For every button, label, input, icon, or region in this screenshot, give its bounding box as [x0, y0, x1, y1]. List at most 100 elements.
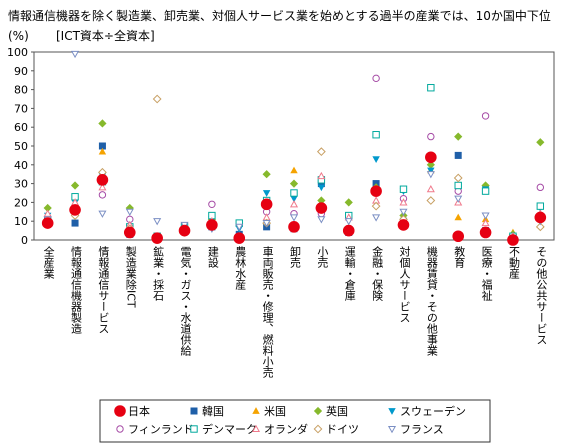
data-point-10	[454, 195, 463, 203]
data-point-3	[454, 213, 462, 221]
data-point-10	[481, 212, 490, 220]
data-point-8	[317, 171, 326, 180]
data-point-10	[399, 208, 408, 217]
data-point-1	[315, 202, 328, 214]
data-point-1	[206, 219, 218, 231]
legend-marker	[114, 405, 126, 417]
data-point-1	[288, 221, 300, 233]
data-point-1	[151, 232, 163, 244]
y-axis: 0 10 20 30 40 50 60 70 80 90 100	[7, 46, 34, 247]
x-category-label: 教育	[453, 246, 466, 269]
data-point-1	[123, 226, 136, 239]
data-point-8	[98, 183, 107, 191]
data-point-2	[454, 151, 462, 159]
data-point-8	[399, 198, 408, 206]
data-point-7	[481, 187, 490, 195]
data-point-10	[262, 220, 271, 228]
data-point-4	[262, 170, 271, 179]
legend-marker	[387, 425, 397, 434]
data-point-10	[317, 216, 326, 224]
legend-marker	[251, 424, 261, 433]
data-point-10	[235, 223, 244, 232]
data-point-1	[534, 211, 547, 224]
data-point-7	[536, 202, 545, 210]
data-point-4	[98, 119, 107, 128]
x-category-label: 建設	[206, 245, 219, 268]
data-point-1	[397, 219, 410, 231]
data-point-1	[96, 174, 109, 186]
y-tick-label: 50	[14, 140, 28, 153]
data-point-6	[481, 112, 490, 120]
legend-label: 米国	[264, 405, 286, 418]
data-point-10	[426, 171, 435, 179]
data-point-4	[70, 181, 80, 190]
x-category-label: 小売	[316, 246, 329, 269]
data-point-7	[290, 189, 298, 197]
legend-marker	[252, 407, 260, 414]
legend-marker	[388, 408, 396, 415]
y-tick-label: 0	[21, 234, 28, 247]
data-point-1	[425, 151, 437, 164]
data-points	[41, 50, 547, 246]
x-category-label: 対個人サービス	[398, 245, 411, 323]
data-point-3	[290, 166, 298, 174]
legend-label: 英国	[326, 404, 348, 418]
y-tick-label: 90	[14, 65, 28, 78]
data-point-8	[289, 200, 299, 208]
data-point-4	[536, 138, 545, 147]
x-category-label: 機器賃貸・その他事業	[425, 245, 438, 356]
y-tick-label: 70	[14, 102, 28, 115]
legend-label: 日本	[128, 404, 150, 418]
data-point-1	[452, 230, 465, 243]
data-point-4	[454, 132, 463, 141]
data-point-9	[371, 201, 381, 211]
y-unit-label: (%)	[8, 29, 29, 43]
x-category-label: 鉱業・採石	[152, 245, 165, 301]
data-point-2	[71, 219, 79, 227]
x-axis-labels: 全産業 情報通信機器製造 情報通信サービス 製造業除ICT 鉱業・採石 電気・ガス・水道供…	[42, 245, 548, 379]
legend-label: 韓国	[202, 405, 224, 418]
data-point-5	[317, 184, 326, 192]
x-category-label: 電気・ガス・水道供給	[179, 246, 192, 357]
y-tick-label: 10	[14, 215, 28, 228]
data-point-10	[71, 50, 80, 59]
data-point-7	[427, 84, 435, 92]
y-tick-label: 100	[7, 46, 28, 59]
data-point-5	[372, 156, 380, 163]
data-point-9	[535, 222, 545, 232]
data-point-9	[316, 147, 326, 157]
data-point-8	[481, 218, 490, 227]
x-category-label: 情報通信機器製造	[70, 246, 83, 334]
data-point-10	[344, 218, 353, 226]
data-point-9	[426, 196, 436, 205]
y-tick-label: 80	[14, 84, 28, 97]
data-point-1	[178, 224, 191, 237]
data-point-5	[262, 190, 271, 197]
chart-header: 情報通信機器を除く製造業、卸売業、対個人サービス業を始めとする過半の産業では、1…	[8, 8, 551, 23]
data-point-1	[342, 224, 355, 237]
x-category-label: 農林水産	[234, 245, 247, 291]
data-point-4	[289, 179, 299, 188]
data-point-8	[426, 185, 435, 193]
data-point-7	[399, 185, 408, 193]
data-point-10	[98, 210, 107, 218]
data-point-10	[289, 214, 299, 222]
data-point-4	[344, 198, 353, 207]
data-point-10	[372, 214, 381, 222]
y-tick-label: 40	[14, 159, 28, 172]
data-point-1	[69, 204, 81, 216]
ratio-label: [ICT資本÷全資本]	[56, 28, 155, 43]
data-point-6	[372, 74, 380, 83]
x-category-label: 運輸・倉庫	[343, 246, 356, 302]
x-category-label: 不動産	[507, 246, 520, 280]
data-point-10	[125, 208, 134, 217]
data-point-1	[260, 198, 273, 211]
legend-label: オランダ	[264, 422, 308, 436]
data-point-6	[208, 200, 216, 208]
x-category-label: 金融・保険	[371, 245, 384, 302]
x-category-label: 医療・福祉	[480, 246, 493, 302]
data-point-1	[41, 217, 54, 229]
y-tick-label: 60	[14, 121, 28, 134]
data-point-5	[427, 167, 435, 175]
